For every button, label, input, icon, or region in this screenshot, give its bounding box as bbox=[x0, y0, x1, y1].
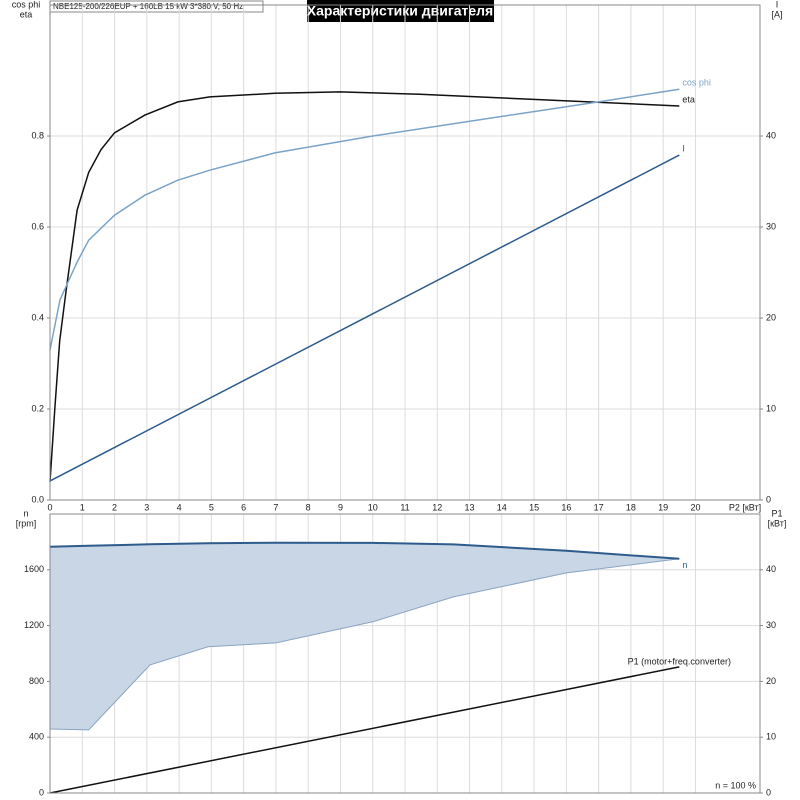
y-tick-label: 0.8 bbox=[31, 130, 44, 140]
chart-title: Характеристики двигателя bbox=[307, 3, 493, 19]
x-tick-label: 3 bbox=[144, 502, 149, 512]
line bbox=[49, 91, 680, 482]
x-tick-label: 20 bbox=[690, 502, 700, 512]
y-axis-label: eta bbox=[20, 9, 33, 19]
y-axis-label: n bbox=[23, 508, 28, 518]
y2-axis-label: I bbox=[776, 0, 779, 9]
y-tick-label: 800 bbox=[29, 676, 44, 686]
x-tick-label: 19 bbox=[658, 502, 668, 512]
line bbox=[49, 666, 680, 794]
x-tick-label: 5 bbox=[209, 502, 214, 512]
series-label: I bbox=[682, 144, 685, 154]
x-tick-label: 0 bbox=[47, 502, 52, 512]
x-tick-label: 17 bbox=[594, 502, 604, 512]
y2-tick-label: 10 bbox=[766, 403, 776, 413]
y2-tick-label: 40 bbox=[766, 564, 776, 574]
y-tick-label: 0.0 bbox=[31, 494, 44, 504]
x-tick-label: 4 bbox=[177, 502, 182, 512]
y2-tick-label: 40 bbox=[766, 130, 776, 140]
y2-tick-label: 10 bbox=[766, 732, 776, 742]
x-tick-label: 7 bbox=[273, 502, 278, 512]
x-tick-label: 10 bbox=[368, 502, 378, 512]
line bbox=[49, 541, 680, 560]
series-label: cos phi bbox=[682, 78, 711, 88]
y-tick-label: 1200 bbox=[24, 620, 44, 630]
y2-tick-label: 0 bbox=[766, 787, 771, 797]
x-tick-label: 8 bbox=[306, 502, 311, 512]
y-axis-label: cos phi bbox=[12, 0, 41, 9]
y-tick-label: 0.4 bbox=[31, 312, 44, 322]
x-tick-label: 11 bbox=[400, 502, 409, 512]
y2-axis-label: P1 bbox=[771, 508, 782, 518]
series-label: P1 (motor+freq.converter) bbox=[628, 656, 731, 666]
x-tick-label: 12 bbox=[432, 502, 442, 512]
subtitle: NBE125-200/226EUP + 160LB 15 kW 3*380 V,… bbox=[53, 2, 243, 11]
x-axis-label: P2 [кВт] bbox=[729, 502, 761, 512]
annotation: n = 100 % bbox=[715, 780, 756, 790]
y2-tick-label: 0 bbox=[766, 494, 771, 504]
x-tick-label: 1 bbox=[80, 502, 85, 512]
x-tick-label: 13 bbox=[465, 502, 475, 512]
y-tick-label: 0 bbox=[39, 787, 44, 797]
series-label: n bbox=[682, 560, 687, 570]
line bbox=[49, 88, 680, 351]
y2-tick-label: 20 bbox=[766, 312, 776, 322]
y-tick-label: 1600 bbox=[24, 564, 44, 574]
y-axis-label: [rpm] bbox=[16, 518, 37, 528]
y2-axis-label: [A] bbox=[771, 9, 782, 19]
x-tick-label: 15 bbox=[529, 502, 539, 512]
x-tick-label: 9 bbox=[338, 502, 343, 512]
y2-tick-label: 30 bbox=[766, 221, 776, 231]
x-tick-label: 14 bbox=[497, 502, 507, 512]
x-tick-label: 6 bbox=[241, 502, 246, 512]
y2-tick-label: 30 bbox=[766, 620, 776, 630]
y-tick-label: 400 bbox=[29, 732, 44, 742]
line bbox=[49, 154, 680, 482]
plot-frame bbox=[49, 513, 761, 794]
y2-axis-label: [кВт] bbox=[768, 518, 787, 528]
plot-frame bbox=[49, 4, 761, 501]
x-tick-label: 16 bbox=[561, 502, 571, 512]
y-tick-label: 0.6 bbox=[31, 221, 44, 231]
x-tick-label: 18 bbox=[626, 502, 636, 512]
y2-tick-label: 20 bbox=[766, 676, 776, 686]
y-tick-label: 0.2 bbox=[31, 403, 44, 413]
x-tick-label: 2 bbox=[112, 502, 117, 512]
series-label: eta bbox=[682, 94, 695, 104]
